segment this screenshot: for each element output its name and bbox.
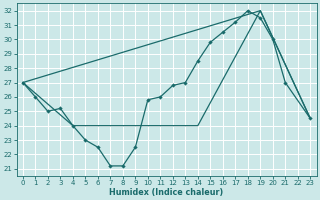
X-axis label: Humidex (Indice chaleur): Humidex (Indice chaleur) bbox=[109, 188, 224, 197]
